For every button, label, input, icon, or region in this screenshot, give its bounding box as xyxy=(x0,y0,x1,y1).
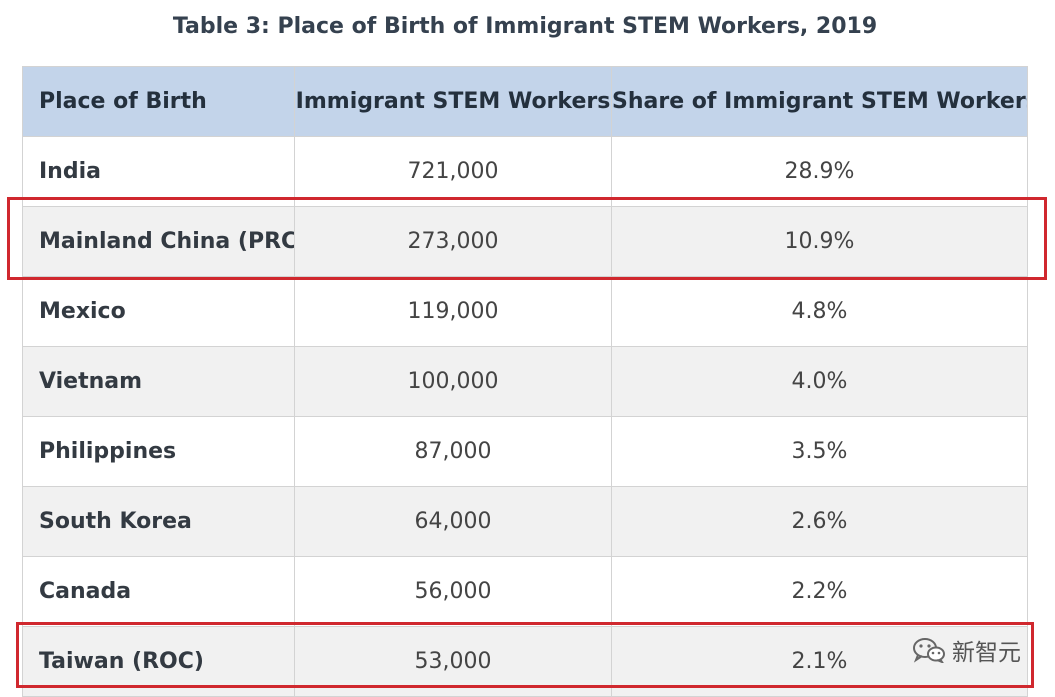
watermark: 新智元 xyxy=(912,633,1021,667)
cell-workers: 64,000 xyxy=(294,486,612,557)
stem-workers-table: Place of Birth Immigrant STEM Workers Sh… xyxy=(22,66,1028,697)
cell-place: Mainland China (PRC) xyxy=(22,206,295,277)
cell-workers: 53,000 xyxy=(294,626,612,697)
table-row: South Korea 64,000 2.6% xyxy=(22,486,1028,557)
cell-place: Taiwan (ROC) xyxy=(22,626,295,697)
cell-place: Philippines xyxy=(22,416,295,487)
table-row: Philippines 87,000 3.5% xyxy=(22,416,1028,487)
cell-workers: 87,000 xyxy=(294,416,612,487)
header-immigrant-stem-workers: Immigrant STEM Workers xyxy=(294,66,612,137)
cell-place: Vietnam xyxy=(22,346,295,417)
cell-share: 4.0% xyxy=(611,346,1028,417)
cell-workers: 119,000 xyxy=(294,276,612,347)
watermark-text: 新智元 xyxy=(952,640,1021,666)
cell-share: 3.5% xyxy=(611,416,1028,487)
table-row: Mainland China (PRC) 273,000 10.9% xyxy=(22,206,1028,277)
cell-place: South Korea xyxy=(22,486,295,557)
cell-share: 10.9% xyxy=(611,206,1028,277)
cell-workers: 100,000 xyxy=(294,346,612,417)
cell-share: 4.8% xyxy=(611,276,1028,347)
header-place-of-birth: Place of Birth xyxy=(22,66,295,137)
table-title: Table 3: Place of Birth of Immigrant STE… xyxy=(172,14,878,39)
table-row: Taiwan (ROC) 53,000 2.1% xyxy=(22,626,1028,697)
cell-place: India xyxy=(22,136,295,207)
cell-place: Canada xyxy=(22,556,295,627)
cell-workers: 56,000 xyxy=(294,556,612,627)
table-row: Mexico 119,000 4.8% xyxy=(22,276,1028,347)
table-row: India 721,000 28.9% xyxy=(22,136,1028,207)
cell-share: 2.2% xyxy=(611,556,1028,627)
cell-share: 2.6% xyxy=(611,486,1028,557)
cell-workers: 273,000 xyxy=(294,206,612,277)
cell-place: Mexico xyxy=(22,276,295,347)
cell-workers: 721,000 xyxy=(294,136,612,207)
table-row: Vietnam 100,000 4.0% xyxy=(22,346,1028,417)
cell-share: 28.9% xyxy=(611,136,1028,207)
table-header-row: Place of Birth Immigrant STEM Workers Sh… xyxy=(22,66,1028,137)
wechat-icon xyxy=(912,637,946,663)
table-row: Canada 56,000 2.2% xyxy=(22,556,1028,627)
header-share-of-immigrant-stem-workers: Share of Immigrant STEM Workers xyxy=(611,66,1028,137)
